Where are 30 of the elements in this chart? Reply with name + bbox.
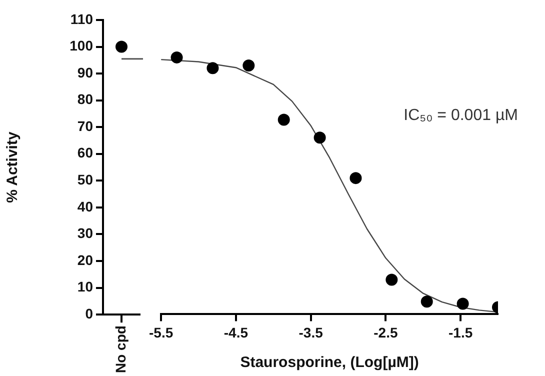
point xyxy=(456,298,469,310)
x-tick-label: No cpd xyxy=(112,326,128,374)
x-tick-label: -1.5 xyxy=(448,324,473,340)
point xyxy=(278,114,290,126)
y-tick-label: 90 xyxy=(77,64,94,80)
y-tick-label: 110 xyxy=(70,10,94,27)
x-tick-label: -3.5 xyxy=(298,324,324,340)
y-axis-title: % Activity xyxy=(4,131,22,203)
y-tick-label: 0 xyxy=(85,305,94,322)
y-tick-label: 20 xyxy=(77,252,94,268)
x-tick-label: -2.5 xyxy=(374,324,398,340)
x-tick-label: -5.5 xyxy=(149,324,174,340)
point xyxy=(206,62,219,74)
point xyxy=(420,296,433,308)
point xyxy=(314,132,326,144)
y-tick-label: 100 xyxy=(70,38,94,54)
point xyxy=(242,59,255,72)
annotation: IC₅₀ = 0.001 µM xyxy=(404,107,518,124)
y-tick-label: 80 xyxy=(77,91,94,108)
y-tick-label: 60 xyxy=(77,144,94,161)
point xyxy=(386,274,398,286)
x-tick-label: -4.5 xyxy=(224,324,248,340)
y-tick-label: 70 xyxy=(77,118,94,134)
y-tick-label: 30 xyxy=(77,225,94,242)
y-tick-label: 40 xyxy=(77,198,94,214)
y-tick-label: 50 xyxy=(77,172,94,188)
x-axis-title: Staurosporine, (Log[µM]) xyxy=(240,354,419,372)
point xyxy=(170,51,183,64)
point xyxy=(350,172,362,184)
y-tick-label: 10 xyxy=(77,278,94,295)
